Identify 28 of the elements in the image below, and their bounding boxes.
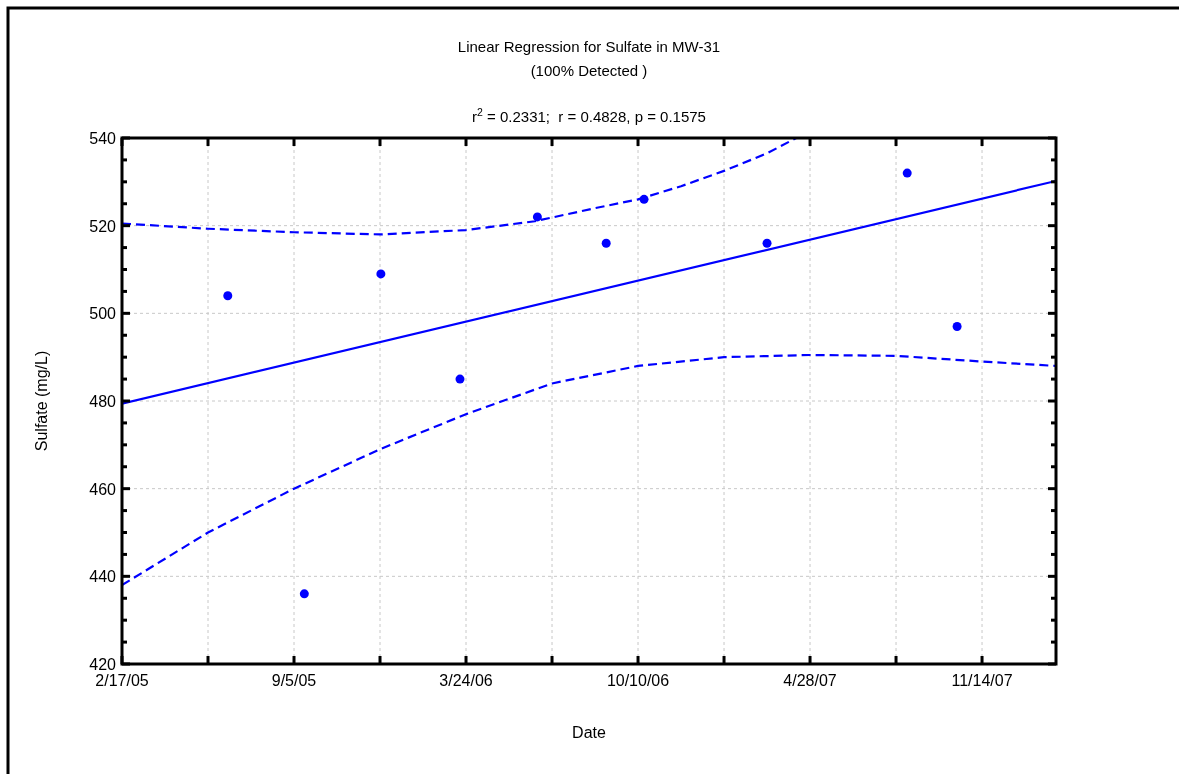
point	[952, 321, 962, 331]
point	[223, 291, 233, 301]
y-tick-label: 420	[89, 656, 117, 673]
point	[902, 168, 912, 178]
line-series	[122, 353, 1056, 587]
x-tick-label: 4/28/07	[783, 672, 837, 689]
point	[601, 238, 611, 248]
y-tick-label: 520	[89, 217, 117, 235]
point	[455, 374, 465, 384]
point	[299, 589, 309, 599]
y-tick-label: 460	[89, 480, 117, 498]
y-axis-title: Sulfate (mg/L)	[33, 350, 50, 452]
text: r$^{2}$ = 0.2331; r = 0.4828, p = 0.1575	[472, 106, 706, 125]
y-tick-label: 540	[89, 130, 117, 147]
x-tick-label: 11/14/07	[951, 672, 1013, 689]
y-tick-label: 440	[89, 568, 117, 586]
y-tick-label: 480	[89, 393, 117, 410]
x-tick-label: 3/24/06	[439, 672, 493, 689]
chart-subtitle: (100% Detected )	[530, 62, 648, 79]
point	[532, 212, 542, 222]
chart-title: Linear Regression for Sulfate in MW-31	[457, 38, 721, 55]
x-tick-label: 9/5/05	[271, 672, 317, 689]
point	[376, 269, 386, 279]
x-tick-label: 10/10/06	[606, 672, 670, 689]
x-axis-title: Date	[572, 724, 606, 741]
point	[762, 238, 772, 248]
x-tick-label: 2/17/05	[95, 672, 149, 689]
y-tick-label: 500	[89, 305, 117, 323]
